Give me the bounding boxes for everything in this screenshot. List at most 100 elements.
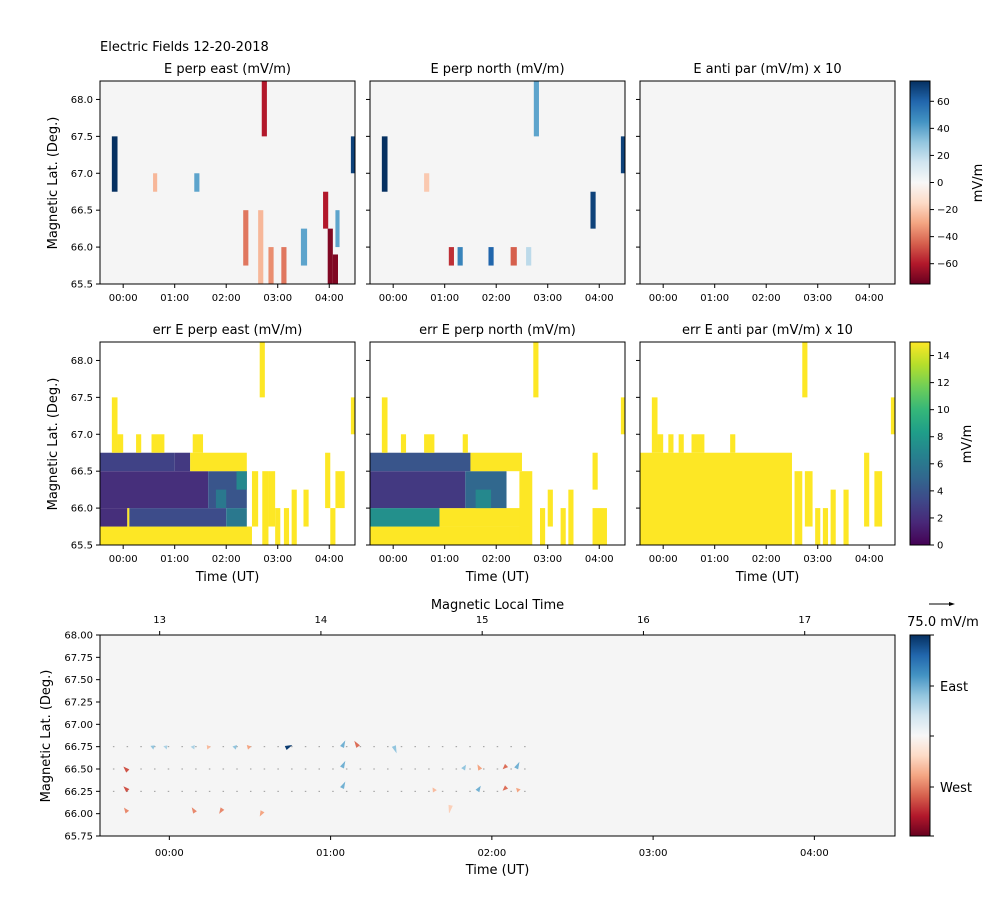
field-vector [502,763,509,770]
err-e-perp-east-panel: err E perp east (mV/m) Magnetic Lat. (De… [46,323,356,585]
colorbar-tick-label: 0 [937,541,943,552]
heatmap-cell [592,508,607,545]
heatmap-cell [815,508,821,545]
heatmap-cell [268,471,276,527]
plot-frame [639,341,896,546]
x-tick-label: 01:00 [700,554,729,565]
x-tick-label: 03:00 [533,554,562,565]
x-tick-label: 04:00 [800,848,829,859]
field-vector [190,745,195,750]
plot-background [640,81,895,284]
y-axis-label: Magnetic Lat. (Deg.) [46,378,61,511]
x-tick-label: 00:00 [109,554,138,565]
colorbar-label: mV/m [960,425,975,464]
heatmap-cell [424,173,430,192]
e-perp-north-panel: E perp north (mV/m) 00:00 01:00 02:00 03:00… [366,62,626,304]
colorbar-tick-label: 6 [937,459,943,470]
plot-frame [369,341,626,546]
panel-title: err E perp north (mV/m) [419,323,576,338]
quiver-key-label: 75.0 mV/m [907,615,979,630]
x-tick-label: 01:00 [160,554,189,565]
heatmap-cell [303,489,309,527]
colorbar-tick-label: 12 [937,378,950,389]
heatmap-cell [370,526,522,545]
y-tick-label: 65.5 [71,541,93,552]
heatmap-cell [640,452,792,545]
x-axis-label: Time (UT) [735,570,800,585]
heatmap-cell [323,191,329,229]
plot-frame [99,634,896,837]
heatmap-cell [151,434,165,453]
y-tick-label: 67.5 [71,393,93,404]
heatmap-cell [136,434,142,453]
heatmap-cell [400,434,407,453]
heatmap-cell [370,508,440,527]
heatmap-cell [370,471,466,509]
heatmap-cell [843,489,849,545]
field-vector [502,785,509,791]
heatmap-cell [127,508,130,527]
heatmap-cell [332,254,338,284]
error-colorbar: mV/m 14 12 10 8 6 4 2 0 [909,341,975,552]
y-tick-label: 67.0 [71,430,93,441]
x-tick-label: 02:00 [752,293,781,304]
field-colorbar: mV/m 60 40 20 0 −20 −40 −60 [909,80,986,285]
colorbar-tick-label: 8 [937,432,943,443]
heatmap-cell [657,434,664,453]
field-vector [246,745,252,750]
heatmap-cell [533,342,539,398]
x-tick-label: 00:00 [649,293,678,304]
x-tick-label: 00:00 [155,848,184,859]
plot-frame [99,341,356,546]
colorbar-gradient [909,80,931,285]
field-vector [340,740,346,748]
y-tick-label: 68.0 [71,356,93,367]
x-tick-label: 00:00 [649,554,678,565]
heatmap-cell [291,489,297,545]
heatmap-cell [330,508,336,545]
x-tick-label: 03:00 [263,554,292,565]
heatmap-cell [268,247,274,284]
heatmap-cell [350,136,355,174]
heatmap-cell [547,489,553,527]
field-vector [191,807,197,814]
heatmap-cell [533,81,539,137]
x-tick-label: 01:00 [316,848,345,859]
heatmap-cell [475,489,492,509]
heatmap-cell [439,508,522,527]
heatmap-cell [194,173,200,192]
colorbar-tick-label: 2 [937,513,943,524]
heatmap-cell [448,247,454,266]
field-vector [516,787,521,793]
x-tick-label: 04:00 [855,293,884,304]
heatmap-cell [540,508,546,545]
heatmap-cell [470,452,522,472]
heatmap-cell [243,210,249,266]
heatmap-cell [275,508,281,545]
quiver-key-arrowhead [949,602,955,606]
heatmap-cell [300,228,308,266]
y-tick-label: 66.0 [71,243,93,254]
x-tick-label: 03:00 [639,848,668,859]
x-axis-label: Time (UT) [195,570,260,585]
heatmap-cell [519,471,533,545]
x-axis-label: Time (UT) [465,863,530,878]
x-tick-label: 03:00 [263,293,292,304]
panel-title: err E anti par (mV/m) x 10 [682,323,853,338]
field-vector [461,764,466,771]
x-tick-label: 01:00 [160,293,189,304]
heatmap-cell [192,434,204,453]
heatmap-cell [620,397,625,435]
colorbar-tick-label: 60 [937,97,950,108]
x-tick-label: 02:00 [752,554,781,565]
field-vector [259,810,265,817]
quiver-panel: Magnetic Local Time Magnetic Lat. (Deg.)… [39,598,979,878]
field-vector [354,740,360,748]
heatmap-cell [251,471,259,527]
err-e-anti-par-panel: err E anti par (mV/m) x 10 Time (UT) 00:… [636,323,896,585]
e-perp-east-panel: E perp east (mV/m) Magnetic Lat. (Deg.) … [46,62,356,304]
heatmap-cell [651,397,658,453]
heatmap-cell [100,471,209,509]
heatmap-cell [327,228,333,284]
